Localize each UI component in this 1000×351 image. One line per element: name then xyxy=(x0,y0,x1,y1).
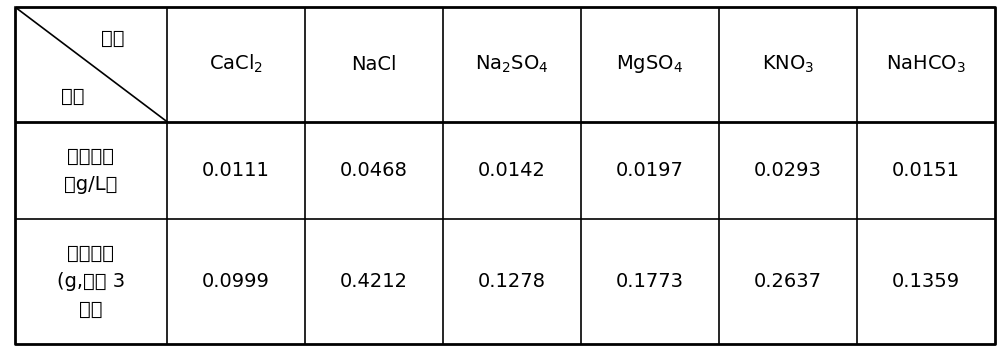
Text: 0.1359: 0.1359 xyxy=(892,272,960,291)
Text: NaCl: NaCl xyxy=(351,55,397,74)
Text: 0.0151: 0.0151 xyxy=(892,161,960,180)
Text: 0.0142: 0.0142 xyxy=(478,161,546,180)
Text: NaHCO$_3$: NaHCO$_3$ xyxy=(886,54,966,75)
Text: KNO$_3$: KNO$_3$ xyxy=(762,54,814,75)
Text: 0.1278: 0.1278 xyxy=(478,272,546,291)
Text: 0.0197: 0.0197 xyxy=(616,161,684,180)
Text: 0.0111: 0.0111 xyxy=(202,161,270,180)
Text: MgSO$_4$: MgSO$_4$ xyxy=(616,53,683,75)
Text: 测试用量
(g,放大 3
倍）: 测试用量 (g,放大 3 倍） xyxy=(57,244,125,319)
Text: 质量: 质量 xyxy=(61,87,85,106)
Text: 0.0999: 0.0999 xyxy=(202,272,270,291)
Text: CaCl$_2$: CaCl$_2$ xyxy=(209,53,263,75)
Text: 药品: 药品 xyxy=(101,28,125,47)
Text: 0.0293: 0.0293 xyxy=(754,161,822,180)
Text: 0.0468: 0.0468 xyxy=(340,161,408,180)
Text: 0.4212: 0.4212 xyxy=(340,272,408,291)
Text: 0.1773: 0.1773 xyxy=(616,272,684,291)
Text: Na$_2$SO$_4$: Na$_2$SO$_4$ xyxy=(475,54,549,75)
Text: 0.2637: 0.2637 xyxy=(754,272,822,291)
Text: 目标土壤
（g/L）: 目标土壤 （g/L） xyxy=(64,147,118,194)
